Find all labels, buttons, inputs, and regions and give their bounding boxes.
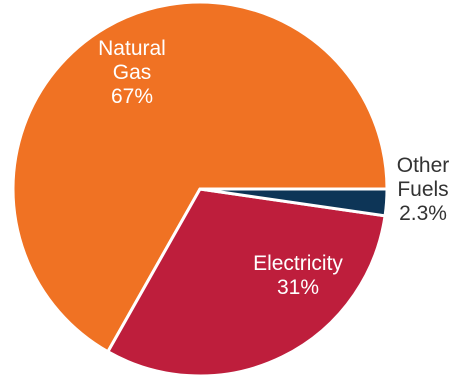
slice-name-line: Gas	[113, 61, 152, 84]
slice-label-natural-gas: Natural Gas 67%	[98, 37, 166, 108]
slice-name-line: Fuels	[397, 178, 448, 201]
pie-slice-electricity	[106, 187, 387, 378]
slice-value-label: 67%	[111, 85, 153, 108]
pie-slice-other-fuels	[198, 187, 389, 218]
slice-label-other-fuels: Other Fuels 2.3%	[397, 154, 450, 225]
slice-value-label: 31%	[277, 276, 319, 299]
slice-name-line: Other	[397, 154, 450, 177]
pie-slice-natural-gas	[11, 0, 389, 354]
slice-value-label: 2.3%	[399, 202, 447, 225]
slice-label-electricity: Electricity 31%	[253, 252, 343, 299]
slice-name-line: Electricity	[253, 252, 343, 275]
slice-name-line: Natural	[98, 37, 166, 60]
